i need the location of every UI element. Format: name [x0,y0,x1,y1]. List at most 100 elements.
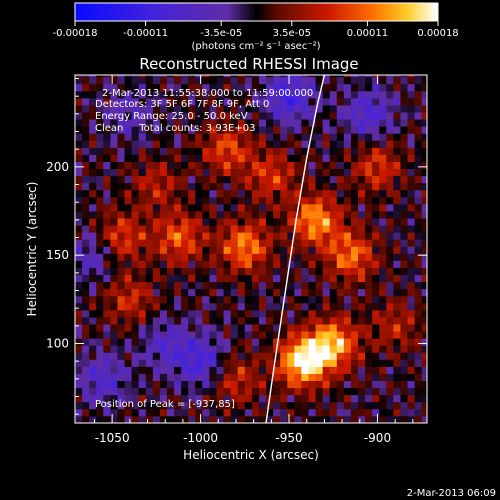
colorbar-swatch [435,3,439,21]
heatmap-cell [209,133,217,141]
heatmap-cell [131,246,140,254]
colorbar-swatch [336,3,340,21]
heatmap-cell [195,112,203,120]
heatmap-cell [365,161,373,170]
heatmap-cell [152,182,161,191]
heatmap-cell [301,90,309,99]
heatmap-cell [138,161,147,170]
heatmap-cell [181,119,189,127]
heatmap-cell [188,211,196,219]
colorbar-swatch [426,3,430,21]
heatmap-cell [315,161,324,170]
heatmap-cell [195,309,203,318]
heatmap-cell [414,175,423,184]
heatmap-cell [75,83,83,92]
heatmap-cell [400,352,408,360]
heatmap-cell [287,359,295,367]
heatmap-cell [181,401,189,410]
heatmap-cell [287,366,295,374]
heatmap-cell [280,345,288,353]
heatmap-cell [82,281,90,290]
heatmap-cell [195,175,203,184]
heatmap-cell [110,105,118,113]
heatmap-cell [96,253,104,261]
heatmap-cell [117,97,125,106]
heatmap-cell [251,309,260,318]
heatmap-cell [365,112,373,120]
heatmap-cell [244,196,253,205]
heatmap-cell [138,147,147,155]
heatmap-cell [82,302,90,311]
heatmap-cell [174,401,182,410]
heatmap-cell [266,168,274,177]
heatmap-cell [421,175,427,184]
heatmap-cell [117,147,125,155]
heatmap-cell [237,140,246,148]
heatmap-cell [315,83,324,92]
heatmap-cell [414,225,423,233]
heatmap-cell [386,140,394,148]
heatmap-cell [358,203,366,212]
heatmap-cell [350,345,359,353]
heatmap-cell [393,211,401,219]
heatmap-cell [329,380,338,389]
heatmap-cell [124,338,133,346]
heatmap-cell [308,168,316,177]
heatmap-cell [82,295,90,304]
heatmap-cell [216,97,224,106]
heatmap-cell [308,309,316,318]
heatmap-cell [308,345,316,353]
heatmap-cell [365,140,373,148]
heatmap-cell [358,281,366,290]
heatmap-cell [414,415,423,423]
heatmap-cell [343,295,352,304]
heatmap-cell [110,246,118,254]
heatmap-cell [209,302,217,311]
heatmap-cell [322,387,331,396]
heatmap-cell [124,281,133,290]
heatmap-cell [166,253,175,261]
heatmap-cell [294,126,302,134]
heatmap-cell [251,338,260,346]
heatmap-cell [82,147,90,155]
heatmap-cell [273,211,281,219]
heatmap-cell [195,317,203,325]
heatmap-cell [216,253,224,261]
heatmap-cell [421,302,427,311]
heatmap-cell [301,225,309,233]
colorbar-swatch [408,3,412,21]
heatmap-cell [393,331,401,339]
heatmap-cell [96,218,104,226]
colorbar-swatch [249,3,253,21]
heatmap-cell [124,253,133,261]
heatmap-cell [301,189,309,198]
heatmap-cell [294,281,302,290]
heatmap-cell [159,76,168,85]
heatmap-cell [244,317,253,325]
heatmap-cell [230,253,239,261]
heatmap-cell [216,140,224,148]
heatmap-cell [152,232,161,240]
heatmap-cell [202,373,210,382]
heatmap-cell [322,76,331,85]
heatmap-cell [159,380,168,389]
heatmap-cell [400,105,408,113]
heatmap-cell [230,75,239,78]
heatmap-cell [145,302,154,311]
heatmap-cell [393,97,401,106]
heatmap-cell [181,309,189,318]
colorbar-swatch [180,3,184,21]
heatmap-cell [308,324,316,332]
heatmap-cell [315,274,324,283]
heatmap-cell [131,112,140,120]
heatmap-cell [372,105,380,113]
heatmap-cell [315,267,324,276]
heatmap-cell [145,105,154,113]
heatmap-cell [386,161,394,170]
heatmap-cell [195,218,203,226]
heatmap-cell [414,288,423,297]
heatmap-cell [266,189,274,198]
colorbar-swatch [378,3,382,21]
heatmap-cell [294,366,302,374]
heatmap-cell [237,126,246,134]
